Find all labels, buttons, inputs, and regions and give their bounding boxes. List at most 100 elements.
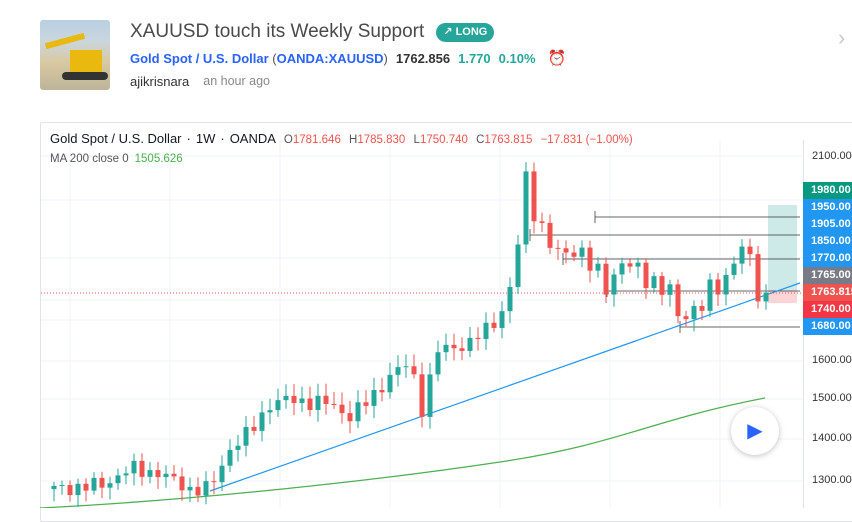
symbol-price: 1762.856 bbox=[395, 50, 451, 66]
candle-body bbox=[67, 485, 73, 496]
candle-body bbox=[523, 171, 529, 245]
candle-body bbox=[59, 485, 65, 487]
candle-body bbox=[531, 171, 537, 222]
axis-tick: 1500.00 bbox=[812, 392, 852, 404]
candle-body bbox=[691, 306, 697, 320]
candle-body bbox=[387, 374, 393, 393]
candle-body bbox=[51, 485, 57, 490]
candle-body bbox=[315, 395, 321, 410]
candle-body bbox=[603, 263, 609, 295]
candle-body bbox=[139, 460, 145, 477]
price-label: 1770.00 bbox=[803, 250, 852, 267]
candle-body bbox=[259, 412, 265, 431]
candle-body bbox=[611, 274, 617, 295]
candle-body bbox=[499, 311, 505, 328]
candle-body bbox=[379, 389, 385, 393]
candle-body bbox=[587, 247, 593, 271]
high-value: 1785.830 bbox=[357, 134, 406, 146]
candle-body bbox=[451, 344, 457, 349]
candle-body bbox=[91, 477, 97, 491]
candle-body bbox=[283, 395, 289, 401]
candle-body bbox=[547, 222, 553, 248]
candle-body bbox=[395, 367, 401, 375]
alarm-clock-icon[interactable]: ⏰ bbox=[547, 50, 567, 67]
candle-body bbox=[339, 404, 345, 414]
candle-body bbox=[435, 352, 441, 375]
candle-body bbox=[467, 337, 473, 351]
candle-body bbox=[507, 286, 513, 312]
trend-line bbox=[209, 282, 801, 492]
candle-body bbox=[155, 470, 161, 478]
author-thumbnail[interactable] bbox=[40, 20, 110, 90]
candle-body bbox=[755, 254, 761, 302]
candle-body bbox=[171, 473, 177, 477]
candle-body bbox=[699, 306, 705, 311]
candle-body bbox=[347, 413, 353, 422]
candle-body bbox=[355, 402, 361, 422]
open-value: 1781.646 bbox=[292, 134, 341, 146]
price-label: 1980.00 bbox=[803, 182, 852, 199]
candle-body bbox=[715, 279, 721, 295]
target-zone bbox=[768, 205, 797, 291]
candle-body bbox=[635, 262, 641, 267]
candle-body bbox=[123, 473, 129, 476]
candle-body bbox=[83, 483, 89, 491]
symbol-code-link[interactable]: OANDA:XAUUSD bbox=[276, 50, 384, 66]
high-label: H bbox=[349, 134, 358, 146]
candle-body bbox=[299, 398, 305, 403]
axis-tick: 1300.00 bbox=[812, 474, 852, 486]
close-label: C bbox=[476, 134, 485, 146]
price-label: 1763.815 bbox=[803, 284, 852, 301]
candle-body bbox=[659, 276, 665, 295]
low-value: 1750.740 bbox=[419, 134, 468, 146]
candle-body bbox=[251, 426, 257, 431]
price-chart[interactable] bbox=[0, 0, 852, 508]
axis-tick: 1400.00 bbox=[812, 432, 852, 444]
candle-body bbox=[243, 426, 249, 446]
chevron-right-icon[interactable]: › bbox=[838, 25, 846, 50]
candle-body bbox=[363, 402, 369, 406]
candle-body bbox=[107, 483, 113, 488]
candle-body bbox=[643, 262, 649, 289]
play-icon: ▶ bbox=[747, 420, 763, 442]
change-value: −17.831 (−1.00%) bbox=[540, 134, 633, 146]
candle-body bbox=[539, 221, 545, 223]
price-label: 1850.00 bbox=[803, 233, 852, 250]
candle-body bbox=[211, 481, 217, 483]
arrow-up-right-icon: ↗ bbox=[443, 25, 453, 38]
candle-body bbox=[739, 246, 745, 264]
candle-body bbox=[147, 470, 153, 477]
title-row: XAUUSD touch its Weekly Support ↗ LONG bbox=[130, 19, 495, 45]
author-row: ajikrisnara an hour ago bbox=[130, 72, 270, 90]
candle-body bbox=[115, 475, 121, 484]
candle-body bbox=[411, 366, 417, 375]
candle-body bbox=[235, 445, 241, 450]
candle-body bbox=[579, 247, 585, 257]
symbol-change: 1.770 bbox=[458, 50, 491, 66]
candle-body bbox=[619, 263, 625, 275]
candle-body bbox=[427, 374, 433, 417]
candle-body bbox=[459, 348, 465, 351]
candle-body bbox=[179, 476, 185, 491]
low-label: L bbox=[413, 134, 420, 146]
candle-body bbox=[747, 246, 753, 255]
candle-body bbox=[323, 395, 329, 404]
candle-body bbox=[595, 263, 601, 271]
author-link[interactable]: ajikrisnara bbox=[130, 73, 190, 89]
price-label: 1905.00 bbox=[803, 216, 852, 233]
price-label: 1765.00 bbox=[803, 267, 852, 284]
symbol-line: Gold Spot / U.S. Dollar (OANDA:XAUUSD) 1… bbox=[130, 50, 567, 67]
candle-body bbox=[99, 477, 105, 488]
close-value: 1763.815 bbox=[484, 134, 533, 146]
candle-body bbox=[187, 486, 193, 491]
idea-title: XAUUSD touch its Weekly Support bbox=[130, 21, 425, 42]
candle-body bbox=[555, 247, 561, 249]
price-label: 1680.00 bbox=[803, 318, 852, 335]
candle-body bbox=[75, 483, 81, 496]
play-button[interactable]: ▶ bbox=[731, 407, 779, 455]
symbol-name-link[interactable]: Gold Spot / U.S. Dollar bbox=[130, 50, 269, 66]
timestamp: an hour ago bbox=[203, 74, 270, 88]
legend-exchange: OANDA bbox=[229, 131, 276, 146]
candle-body bbox=[371, 389, 377, 406]
candle-body bbox=[515, 244, 521, 287]
